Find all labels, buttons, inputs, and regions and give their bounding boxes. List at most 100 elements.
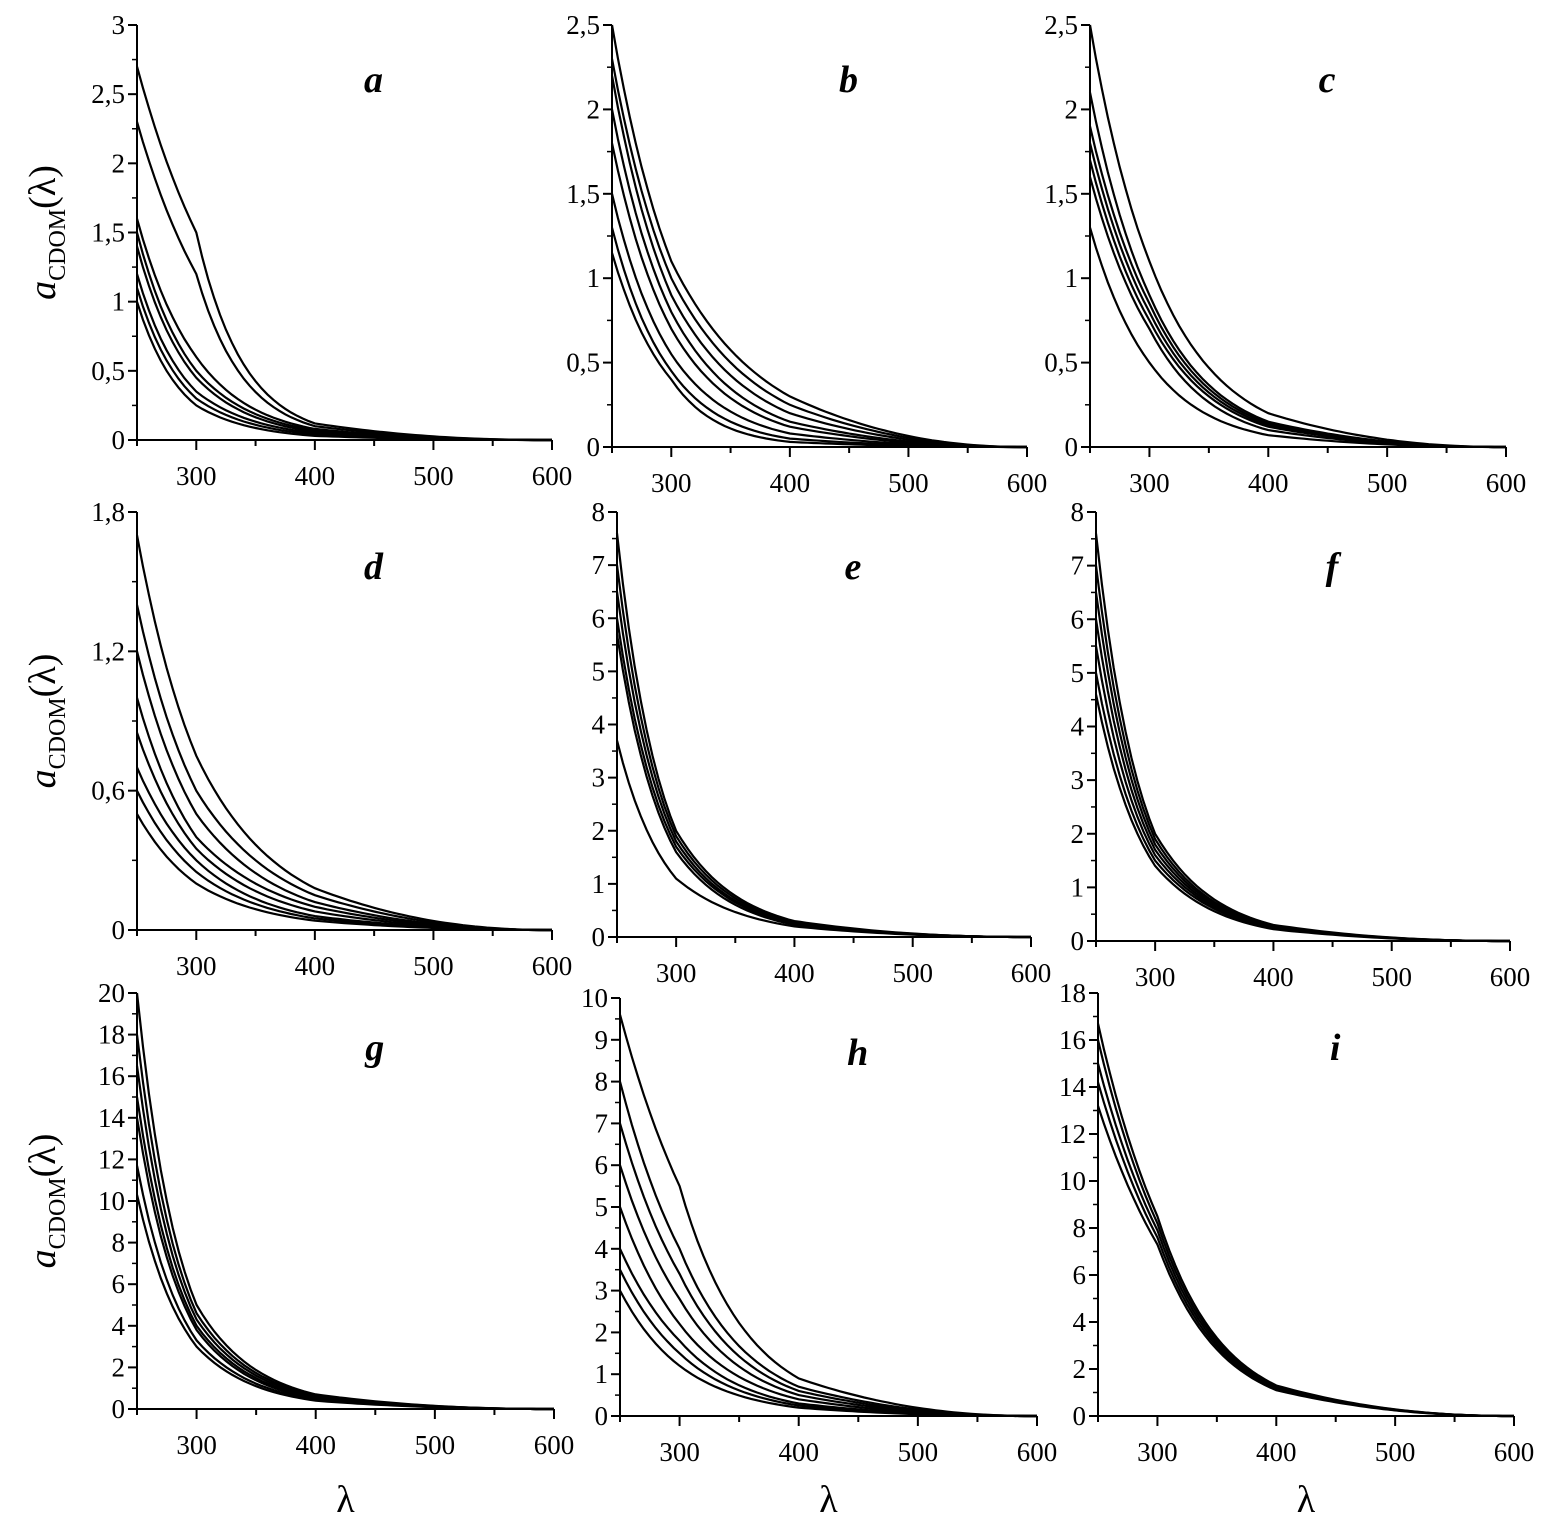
- series-line: [615, 740, 1031, 939]
- panel-letter: e: [845, 546, 862, 588]
- y-tick-label: 7: [595, 1108, 609, 1138]
- x-tick-label: 300: [176, 951, 217, 981]
- series-line: [135, 1065, 554, 1411]
- x-tick-label: 400: [778, 1437, 819, 1467]
- y-tick-label: 1: [595, 1359, 609, 1389]
- y-tick-label: 6: [592, 603, 606, 633]
- x-tick-label: 400: [774, 958, 815, 988]
- series-line: [618, 1206, 1037, 1418]
- panel-letter: c: [1319, 59, 1336, 101]
- series-line: [618, 1081, 1037, 1418]
- series-line: [135, 651, 552, 932]
- y-tick-label: 0,6: [91, 776, 125, 806]
- series-line: [1088, 24, 1506, 449]
- x-axis-title: λ: [819, 1479, 838, 1521]
- x-tick-label: 600: [1486, 468, 1527, 498]
- x-tick-label: 600: [1017, 1437, 1058, 1467]
- series-line: [135, 301, 552, 442]
- y-tick-label: 2,5: [1044, 10, 1078, 40]
- x-tick-label: 500: [1371, 962, 1412, 992]
- x-tick-label: 400: [295, 951, 336, 981]
- x-tick-label: 300: [1135, 962, 1176, 992]
- panel-i: 0 2 4 6 8 10 12 14 16 18 300 400 500 600 i: [1059, 978, 1534, 1467]
- x-tick-label: 400: [295, 461, 336, 491]
- x-tick-label: 300: [176, 461, 217, 491]
- x-tick-label: 500: [415, 1430, 456, 1460]
- y-tick-label: 5: [595, 1192, 609, 1222]
- y-tick-label: 10: [581, 983, 608, 1013]
- series-line: [1094, 619, 1510, 943]
- series-line: [135, 1165, 554, 1411]
- y-tick-label: 2,5: [566, 10, 600, 40]
- series-line: [610, 75, 1027, 449]
- y-tick-label: 1: [1071, 872, 1085, 902]
- y-tick-label: 4: [592, 710, 606, 740]
- series-line: [1096, 1081, 1514, 1418]
- panel-letter: b: [839, 59, 858, 101]
- series-line: [135, 1117, 554, 1411]
- series-line: [135, 604, 552, 932]
- series-line: [135, 534, 552, 932]
- y-tick-label: 12: [98, 1144, 125, 1174]
- y-tick-label: 2: [1065, 94, 1079, 124]
- x-tick-label: 600: [532, 951, 573, 981]
- series-line: [1096, 1023, 1514, 1418]
- series-line: [135, 66, 552, 442]
- y-tick-label: 2: [587, 94, 601, 124]
- x-tick-label: 500: [892, 958, 933, 988]
- series-line: [610, 252, 1027, 449]
- panel-a: 0 0,5 1 1,5 2 2,5 3 300 400 500 600 a: [91, 10, 572, 491]
- series-line: [615, 591, 1031, 939]
- y-tick-label: 2: [595, 1317, 609, 1347]
- y-tick-label: 2: [1071, 819, 1085, 849]
- y-tick-label: 1,2: [91, 636, 125, 666]
- y-tick-label: 16: [98, 1061, 125, 1091]
- y-tick-label: 6: [1073, 1260, 1087, 1290]
- y-tick-label: 1,5: [91, 218, 125, 248]
- x-tick-label: 400: [770, 468, 811, 498]
- series-line: [135, 232, 552, 442]
- y-axis-title: aCDOM(λ): [22, 165, 71, 300]
- x-tick-label: 600: [534, 1430, 575, 1460]
- series-line: [1094, 694, 1510, 943]
- series-line: [135, 1096, 554, 1411]
- series-line: [619, 1290, 1037, 1418]
- series-line: [1096, 1063, 1514, 1418]
- y-tick-label: 18: [98, 1020, 125, 1050]
- y-tick-label: 8: [1071, 497, 1085, 527]
- series-line: [619, 1248, 1037, 1418]
- panel-letter: h: [847, 1032, 868, 1074]
- y-tick-label: 7: [592, 550, 606, 580]
- y-tick-label: 6: [595, 1150, 609, 1180]
- y-tick-label: 0: [592, 922, 606, 952]
- y-tick-label: 0: [1073, 1401, 1087, 1431]
- y-tick-label: 6: [112, 1269, 126, 1299]
- x-tick-label: 600: [532, 461, 573, 491]
- y-tick-label: 12: [1059, 1119, 1086, 1149]
- y-tick-label: 4: [1073, 1307, 1087, 1337]
- x-tick-label: 600: [1494, 1437, 1535, 1467]
- series-line: [1094, 672, 1510, 943]
- y-tick-label: 10: [1059, 1166, 1086, 1196]
- series-line: [1094, 565, 1510, 943]
- series-line: [135, 287, 552, 442]
- y-tick-label: 1,5: [1044, 179, 1078, 209]
- y-tick-label: 5: [592, 656, 606, 686]
- y-tick-label: 2: [112, 148, 126, 178]
- series-line: [135, 992, 554, 1411]
- series-line: [615, 533, 1031, 939]
- x-tick-label: 500: [1367, 468, 1408, 498]
- series-line: [618, 1123, 1037, 1418]
- x-axis-title: λ: [336, 1479, 355, 1521]
- series-line: [135, 1034, 554, 1411]
- panel-c: 0 0,5 1 1,5 2 2,5 300 400 500 600 c: [1044, 10, 1526, 498]
- y-tick-label: 8: [112, 1228, 126, 1258]
- panel-f: 0 1 2 3 4 5 6 7 8 300 400 500 600 f: [1071, 497, 1531, 992]
- series-line: [1096, 1105, 1514, 1418]
- y-tick-label: 3: [1071, 765, 1085, 795]
- y-tick-label: 3: [592, 763, 606, 793]
- y-tick-label: 2: [592, 816, 606, 846]
- y-tick-label: 0: [112, 1394, 126, 1424]
- series-line: [1088, 227, 1506, 449]
- x-tick-label: 300: [656, 958, 697, 988]
